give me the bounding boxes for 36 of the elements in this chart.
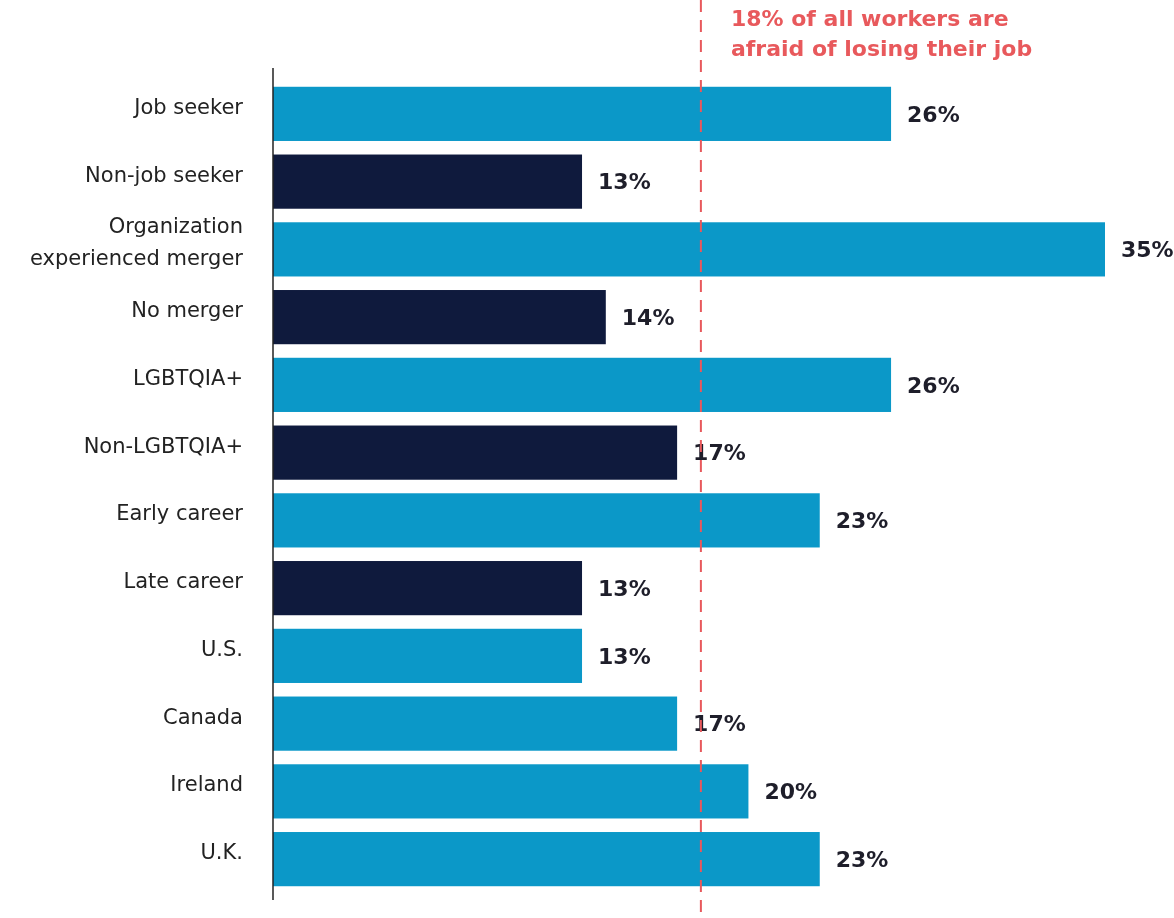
data-label: 26% [907,101,960,127]
data-label: 23% [835,508,889,534]
data-label: 17% [693,440,746,466]
y-tick-label: Ireland [170,772,243,797]
data-label: 13% [598,169,651,195]
data-label: 23% [835,846,889,872]
data-label: 35% [1121,237,1174,263]
y-tick-label: No merger [131,298,244,323]
y-tick-label: Non-job seeker [85,162,244,187]
bar [273,290,606,345]
bar [273,222,1105,277]
ref-line-label: 18% of all workers are afraid of losing their job [730,6,1033,61]
bar [273,86,892,141]
bar [273,154,583,209]
bar [273,832,820,887]
data-label: 20% [764,779,818,805]
data-label: 13% [598,643,651,669]
y-tick-label: Non-LGBTQIA+ [83,433,243,458]
y-tick-label: Canada [163,704,243,729]
y-tick-label: Organization experienced merger [30,214,244,271]
bar [273,493,820,548]
bar [273,628,583,683]
bar [273,764,749,819]
data-label: 13% [598,575,651,601]
y-tick-label: LGBTQIA+ [133,365,243,390]
y-tick-label: Early career [116,501,244,526]
data-label: 14% [621,304,675,330]
y-tick-label: U.K. [200,840,243,865]
y-tick-label: Late career [123,569,244,594]
bar [273,425,678,480]
y-tick-label: U.S. [200,636,243,661]
data-label: 26% [907,372,960,398]
bar [273,696,678,751]
bar [273,357,892,412]
bar [273,561,583,616]
y-tick-label: Job seeker [132,94,244,119]
